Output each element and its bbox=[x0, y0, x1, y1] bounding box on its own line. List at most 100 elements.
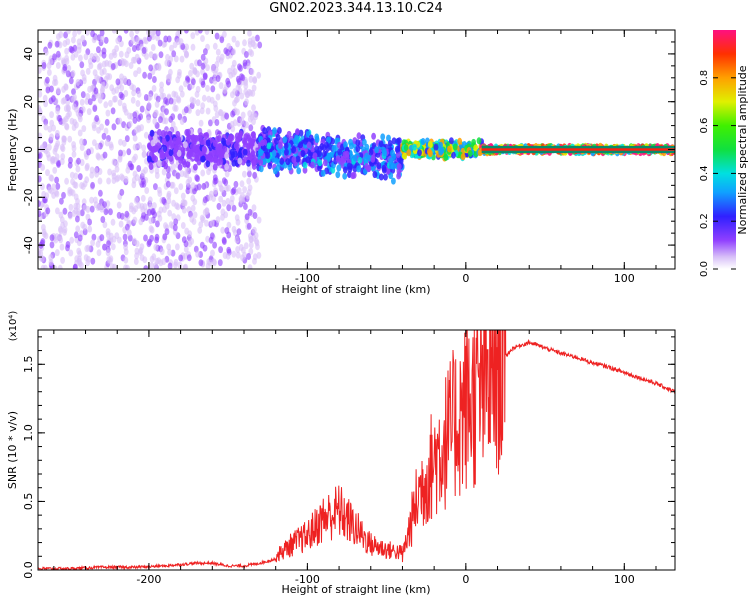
spectrogram-cell bbox=[113, 95, 118, 103]
spectrogram-cell bbox=[48, 58, 53, 66]
spectrogram-cell bbox=[142, 256, 148, 264]
spectrogram-image bbox=[38, 30, 675, 269]
spectrogram-cell bbox=[243, 78, 249, 86]
spectrogram-cell bbox=[42, 141, 47, 149]
spectrogram-cell bbox=[161, 137, 167, 145]
spectrogram-cell bbox=[144, 213, 149, 221]
spectrogram-cell bbox=[97, 62, 103, 70]
spectrogram-cell bbox=[93, 201, 99, 209]
spectrogram-cell bbox=[176, 135, 182, 143]
spectrogram-cell bbox=[180, 199, 186, 206]
spectrogram-cell bbox=[189, 237, 195, 245]
spectrogram-cell bbox=[214, 111, 220, 119]
spectrogram-cell bbox=[55, 107, 60, 115]
y-tick-label: 0.5 bbox=[22, 493, 35, 511]
spectrogram-cell bbox=[244, 121, 250, 129]
spectrogram-cell bbox=[251, 84, 257, 92]
spectrogram-cell bbox=[222, 145, 228, 153]
spectrogram-cell bbox=[89, 52, 95, 60]
spectrogram-cell bbox=[111, 169, 116, 177]
spectrogram-cell bbox=[55, 129, 60, 137]
spectrogram-cell bbox=[83, 254, 89, 262]
spectrogram-cell bbox=[93, 167, 99, 175]
spectrogram-cell bbox=[176, 149, 182, 157]
spectrogram-cell bbox=[236, 78, 242, 86]
spectrogram-cell bbox=[106, 177, 111, 185]
spectrogram-cell bbox=[68, 156, 73, 164]
spectrogram-cell bbox=[153, 183, 158, 191]
spectrogram-cell bbox=[209, 155, 214, 163]
spectrogram-cell bbox=[54, 40, 60, 48]
spectrogram-cell bbox=[38, 200, 41, 208]
spectrogram-cell bbox=[95, 240, 101, 248]
spectrogram-cell bbox=[190, 43, 196, 51]
spectrogram-cell bbox=[171, 163, 176, 171]
spectrogram-cell bbox=[153, 262, 159, 269]
spectrogram-cell bbox=[246, 159, 251, 167]
spectrogram-cell bbox=[252, 77, 258, 84]
spectrogram-cell bbox=[153, 110, 159, 118]
spectrogram-cell bbox=[153, 243, 159, 251]
spectrogram-cell bbox=[108, 208, 113, 216]
spectrogram-cell bbox=[235, 108, 240, 116]
spectrogram-cell bbox=[57, 114, 62, 122]
spectrogram-cell bbox=[391, 177, 396, 185]
spectrogram-cell bbox=[198, 30, 203, 34]
spectrogram-cell bbox=[364, 163, 370, 170]
spectrogram-cell bbox=[102, 151, 108, 159]
spectrogram-cell bbox=[105, 249, 111, 257]
spectrogram-cell bbox=[216, 135, 222, 142]
spectrogram-cell bbox=[172, 224, 178, 232]
spectrogram-cell bbox=[71, 141, 76, 149]
spectrogram-cell bbox=[148, 64, 154, 72]
spectrogram-cell bbox=[100, 81, 106, 89]
spectrogram-cell bbox=[127, 120, 133, 128]
spectrogram-cell bbox=[225, 197, 231, 205]
spectrogram-cell bbox=[447, 145, 452, 153]
x-tick-label: -200 bbox=[136, 272, 161, 285]
spectrogram-cell bbox=[114, 86, 120, 94]
spectrogram-cell bbox=[87, 98, 93, 106]
spectrogram-cell bbox=[210, 85, 216, 93]
spectrogram-cell bbox=[136, 165, 142, 172]
spectrogram-cell bbox=[152, 117, 158, 125]
spectrogram-cell bbox=[64, 177, 69, 185]
spectrogram-cell bbox=[244, 213, 250, 221]
spectrogram-cell bbox=[306, 141, 312, 149]
spectrogram-cell bbox=[242, 186, 248, 194]
spectrogram-cell bbox=[111, 177, 117, 184]
spectrogram-cell bbox=[48, 174, 54, 182]
spectrogram-cell bbox=[178, 254, 184, 262]
spectrogram-cell bbox=[117, 99, 123, 107]
spectrogram-cell bbox=[141, 144, 147, 152]
spectrogram-cell bbox=[412, 143, 417, 151]
spectrogram-cell bbox=[166, 243, 172, 251]
spectrogram-cell bbox=[90, 239, 95, 247]
spectrogram-cell bbox=[179, 118, 185, 125]
spectrogram-cell bbox=[111, 30, 117, 34]
spectrogram-cell bbox=[247, 30, 252, 37]
spectrogram-cell bbox=[149, 129, 155, 137]
spectrogram-cell bbox=[62, 135, 67, 143]
spectrogram-cell bbox=[125, 223, 130, 231]
spectrogram-cell bbox=[371, 132, 376, 140]
spectrogram-cell bbox=[173, 91, 179, 99]
spectrogram-cell bbox=[457, 137, 463, 145]
spectrogram-cell bbox=[133, 196, 139, 204]
spectrogram-cell bbox=[43, 123, 49, 131]
spectrogram-cell bbox=[102, 67, 107, 75]
spectrogram-cell bbox=[103, 36, 109, 44]
spectrogram-cell bbox=[122, 233, 128, 241]
spectrogram-cell bbox=[168, 55, 174, 63]
spectrogram-cell bbox=[80, 69, 85, 77]
spectrogram-cell bbox=[100, 216, 106, 223]
spectrogram-cell bbox=[233, 142, 239, 150]
spectrogram-cell bbox=[210, 64, 216, 72]
spectrogram-cell bbox=[314, 145, 320, 153]
spectrogram-cell bbox=[256, 71, 262, 79]
spectrogram-cell bbox=[258, 158, 264, 166]
spectrogram-cell bbox=[85, 93, 91, 100]
spectrogram-cell bbox=[123, 90, 129, 97]
spectrogram-cell bbox=[244, 98, 249, 106]
spectrogram-cell bbox=[156, 62, 162, 70]
